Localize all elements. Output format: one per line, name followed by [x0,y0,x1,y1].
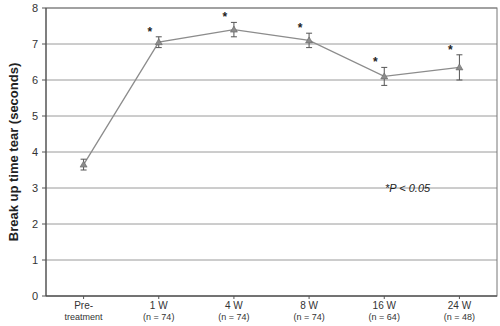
x-tick-label-line: Pre- [74,300,93,311]
error-bar-cap [231,22,237,23]
error-bar-cap [81,159,87,160]
x-tick-label: 1 W(n = 74) [143,300,174,322]
y-tick [42,80,46,81]
x-tick [158,296,159,299]
x-tick-label: Pre-treatment [65,300,104,322]
x-tick-label-line: 1 W [150,300,168,311]
grid-line [46,296,497,297]
x-tick-label: 24 W(n = 48) [444,300,475,322]
y-tick-label: 7 [32,38,38,50]
chart: 0 1 2 3 4 5 6 7 8 Break up time tear (seconds) Pre… [0,0,500,326]
x-tick [384,296,385,299]
x-tick [459,296,460,299]
grid-line [46,44,497,45]
y-tick [42,116,46,117]
grid-line [46,152,497,153]
x-tick-label-line: (n = 74) [218,312,249,322]
significance-marker: * [298,21,303,35]
y-tick-label: 1 [32,254,38,266]
x-tick [309,296,310,299]
y-tick-label: 6 [32,74,38,86]
data-point [230,26,237,32]
error-bar [81,159,87,170]
annotation: *P < 0.05 [385,182,431,194]
y-tick [42,296,46,297]
error-bar [156,37,162,48]
significance-marker: * [223,10,228,24]
x-tick-label-line: (n = 48) [444,312,475,322]
data-point [155,39,162,45]
data-point [381,73,388,79]
plot-frame [46,8,497,296]
significance-marker: * [448,43,453,57]
y-tick-label: 8 [32,2,38,14]
data-point [306,37,313,43]
y-tick-label: 2 [32,218,38,230]
error-bar-cap [456,80,462,81]
grid-line [46,80,497,81]
y-tick [42,8,46,9]
error-bar [306,33,312,47]
y-tick [42,188,46,189]
y-tick-label: 3 [32,182,38,194]
error-bar-cap [156,36,162,37]
x-tick-label-line: (n = 64) [369,312,400,322]
x-tick-label: 16 W(n = 64) [369,300,400,322]
error-bar-cap [381,85,387,86]
error-bar-cap [306,33,312,34]
x-axis-line [46,296,497,297]
error-bar-cap [231,36,237,37]
data-point [456,64,463,70]
x-tick [83,296,84,299]
data-point [80,161,87,167]
error-bar-cap [456,54,462,55]
data-line [84,30,460,165]
x-tick-label-line: 16 W [373,300,397,311]
y-tick-label: 0 [32,290,38,302]
error-bar-cap [381,67,387,68]
significance-marker: * [147,25,152,39]
error-bar [456,55,462,80]
grid-line [46,224,497,225]
x-tick-label: 8 W(n = 74) [293,300,324,322]
error-bar-cap [306,47,312,48]
y-tick-label: 4 [32,146,38,158]
x-tick [233,296,234,299]
x-tick-label: 4 W(n = 74) [218,300,249,322]
y-tick [42,152,46,153]
error-bar [231,22,237,36]
data-group [80,22,463,170]
y-tick [42,260,46,261]
x-tick-label-line: treatment [65,312,104,322]
error-bar-cap [156,47,162,48]
x-tick-label-line: 8 W [300,300,318,311]
error-bar [381,67,387,85]
y-tick [42,224,46,225]
x-tick-label-line: 24 W [448,300,472,311]
y-axis-line [46,8,47,296]
significance-marker: * [373,55,378,69]
grid-line [46,260,497,261]
error-bar-cap [81,170,87,171]
x-tick-label-line: (n = 74) [293,312,324,322]
x-tick-label-line: (n = 74) [143,312,174,322]
y-tick-label: 5 [32,110,38,122]
x-tick-label-line: 4 W [225,300,243,311]
y-tick [42,44,46,45]
y-axis-label: Break up time tear (seconds) [6,63,21,241]
